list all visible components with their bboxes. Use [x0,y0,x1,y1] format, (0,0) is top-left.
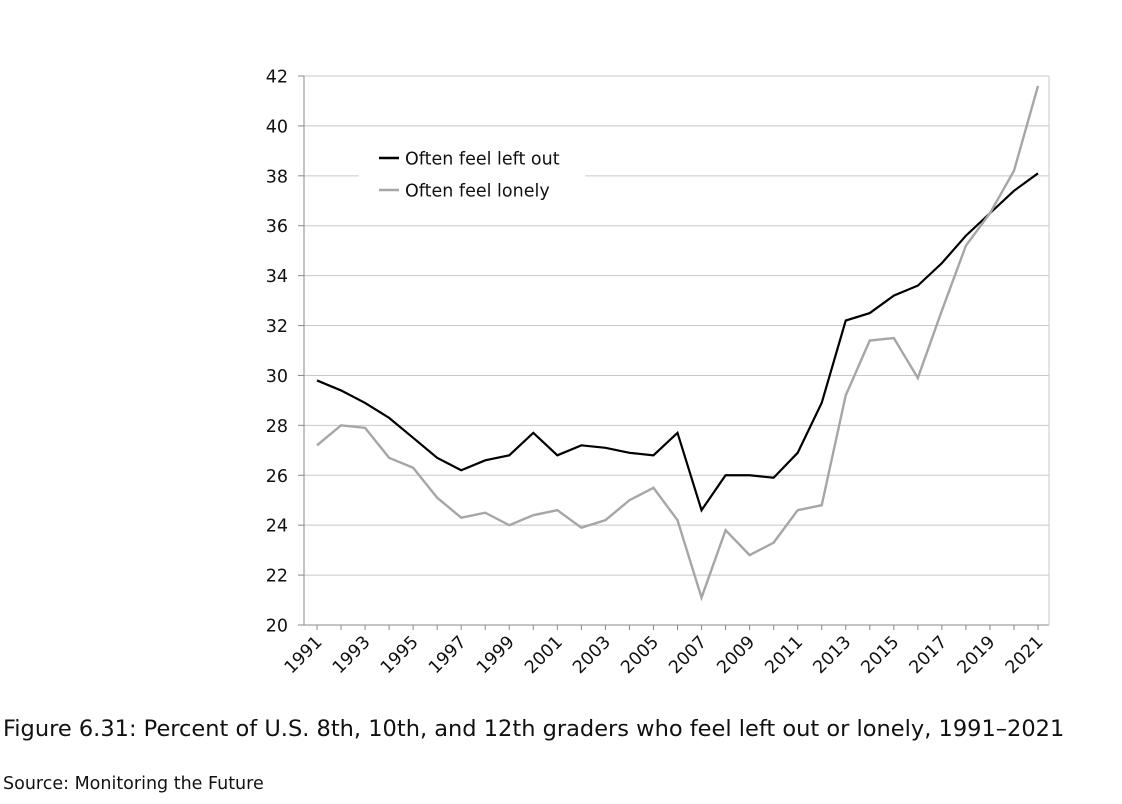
y-axis-ticks: 20 22 24 26 28 30 32 34 36 38 40 42 [266,68,304,637]
series-line-left-out [316,172,1039,513]
x-tick-label-2013: 2013 [810,632,856,678]
x-tick-label-2019: 2019 [954,632,1000,678]
y-tick-label-34: 34 [266,267,288,287]
x-axis-ticks: 1991 1993 1995 1997 1999 2001 2003 2005 2007 2009… [281,625,1048,678]
x-tick-label-1993: 1993 [329,632,375,678]
y-tick-label-32: 32 [266,317,288,337]
y-tick-label-42: 42 [266,68,288,88]
data-series [316,85,1040,602]
x-tick-label-2009: 2009 [713,632,759,678]
y-tick-label-22: 22 [266,567,288,587]
y-tick-label-36: 36 [266,217,288,237]
y-tick-label-28: 28 [266,417,288,437]
legend-label-left-out: Often feel left out [405,150,560,170]
axes [303,76,1050,626]
x-tick-label-2005: 2005 [617,632,663,678]
x-tick-label-2017: 2017 [906,632,952,678]
x-tick-label-2007: 2007 [665,632,711,678]
series-line-lonely [316,85,1040,602]
grid-lines [304,75,1049,576]
y-tick-label-20: 20 [266,617,288,637]
legend: Often feel left out Often feel lonely [359,140,585,208]
x-tick-label-2001: 2001 [521,632,567,678]
x-tick-label-2021: 2021 [1002,632,1048,678]
x-tick-label-2003: 2003 [569,632,615,678]
x-tick-label-1997: 1997 [425,632,471,678]
y-tick-label-26: 26 [266,467,288,487]
y-tick-label-40: 40 [266,117,288,137]
x-tick-label-2011: 2011 [762,632,808,678]
figure-caption: Figure 6.31: Percent of U.S. 8th, 10th, … [3,716,1065,742]
legend-label-lonely: Often feel lonely [405,182,550,202]
legend-box [359,140,585,208]
x-tick-label-1999: 1999 [473,632,519,678]
x-tick-label-1995: 1995 [377,632,423,678]
y-tick-label-24: 24 [266,517,288,537]
x-tick-label-1991: 1991 [281,632,327,678]
x-tick-label-2015: 2015 [858,632,904,678]
y-tick-label-30: 30 [266,367,288,387]
y-tick-label-38: 38 [266,167,288,187]
source-note: Source: Monitoring the Future [3,774,264,794]
